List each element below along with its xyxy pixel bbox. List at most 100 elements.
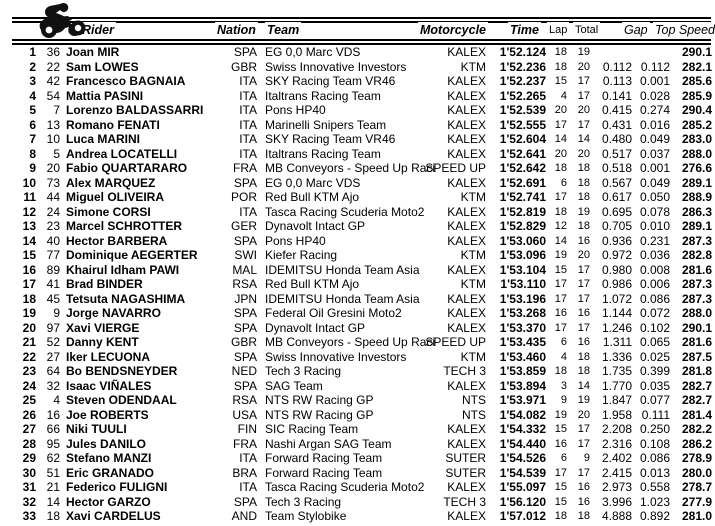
row-gap-to-leader: 4.888 — [601, 509, 632, 523]
row-position: 16 — [22, 262, 36, 277]
table-row[interactable]: 25 4 Steven ODENDAAL RSA NTS RW Racing GP NTS… — [0, 393, 715, 408]
table-row[interactable]: 22 27 Iker LECUONA SPA Swiss Innovative Inve… — [0, 350, 715, 365]
row-nation: JPN — [234, 291, 257, 306]
row-position: 2 — [29, 59, 36, 74]
table-row[interactable]: 31 21 Federico FULIGNI ITA Tasca Racing Scud… — [0, 480, 715, 495]
row-time: 1'53.196 — [499, 291, 546, 306]
row-lap: 17 — [554, 466, 567, 479]
table-row[interactable]: 7 10 Luca MARINI ITA SKY Racing Team VR46 KAL… — [0, 132, 715, 147]
table-row[interactable]: 24 32 Isaac VIÑALES SPA SAG Team KALEX 1'53.89… — [0, 379, 715, 394]
row-rider-name: Fabio QUARTARARO — [66, 161, 188, 175]
row-top-speed: 281.4 — [681, 407, 712, 422]
row-time: 1'53.268 — [499, 306, 546, 320]
row-position: 1 — [29, 45, 36, 59]
row-nation: NED — [231, 364, 257, 378]
row-top-speed: 278.7 — [681, 480, 712, 494]
table-row[interactable]: 5 7 Lorenzo BALDASSARRI ITA Pons HP40 KALEX 1'… — [0, 103, 715, 118]
row-rider-number: 14 — [46, 494, 60, 509]
table-row[interactable]: 10 73 Alex MARQUEZ SPA EG 0,0 Marc VDS KALEX 1… — [0, 176, 715, 191]
table-row[interactable]: 4 54 Mattia PASINI ITA Italtrans Racing Team… — [0, 89, 715, 104]
table-row[interactable]: 19 9 Jorge NAVARRO SPA Federal Oil Gresini M… — [0, 306, 715, 321]
table-row[interactable]: 18 45 Tetsuta NAGASHIMA JPN IDEMITSU Honda T… — [0, 292, 715, 307]
row-motorcycle: NTS — [462, 407, 486, 422]
row-motorcycle: KTM — [460, 59, 486, 74]
row-rider-number: 51 — [46, 465, 60, 480]
row-lap: 17 — [554, 278, 567, 290]
table-row[interactable]: 15 77 Dominique AEGERTER SWI Kiefer Racing KT… — [0, 248, 715, 263]
table-row[interactable]: 29 62 Stefano MANZI ITA Forward Racing Team S… — [0, 451, 715, 466]
row-motorcycle: SPEED UP — [425, 335, 486, 349]
row-total-laps: 19 — [577, 205, 590, 218]
row-rider-name: Xavi VIERGE — [66, 320, 140, 335]
table-row[interactable]: 28 95 Jules DANILO FRA Nashi Argan SAG Team K… — [0, 437, 715, 452]
table-row[interactable]: 11 44 Miguel OLIVEIRA POR Red Bull KTM Ajo KT… — [0, 190, 715, 205]
table-row[interactable]: 27 66 Niki TUULI FIN SIC Racing Team KALEX 1'5… — [0, 422, 715, 437]
table-row[interactable]: 33 18 Xavi CARDELUS AND Team Stylobike KALEX 1… — [0, 509, 715, 524]
row-lap: 15 — [554, 481, 567, 493]
table-row[interactable]: 1 36 Joan MIR SPA EG 0,0 Marc VDS KALEX 1'52.1… — [0, 45, 715, 60]
row-rider-name: Francesco BAGNAIA — [66, 74, 186, 88]
row-gap-to-leader: 1.735 — [601, 364, 632, 378]
row-total-laps: 16 — [577, 307, 590, 319]
table-row[interactable]: 23 64 Bo BENDSNEYDER NED Tech 3 Racing TECH 3… — [0, 364, 715, 379]
table-row[interactable]: 14 40 Hector BARBERA SPA Pons HP40 KALEX 1'53.… — [0, 234, 715, 249]
row-nation: ITA — [239, 480, 257, 494]
row-gap-to-leader: 1.246 — [601, 320, 632, 335]
table-row[interactable]: 9 20 Fabio QUARTARARO FRA MB Conveyors - Spe… — [0, 161, 715, 176]
row-position: 27 — [22, 422, 36, 436]
row-lap: 17 — [554, 292, 567, 305]
row-rider-number: 95 — [46, 436, 60, 451]
row-total-laps: 16 — [577, 234, 590, 247]
row-top-speed: 290.1 — [681, 320, 712, 335]
table-row[interactable]: 30 51 Eric GRANADO BRA Forward Racing Team SU… — [0, 466, 715, 481]
table-row[interactable]: 26 16 Joe ROBERTS USA NTS RW Racing GP NTS 1'5… — [0, 408, 715, 423]
row-team: Italtrans Racing Team — [265, 146, 381, 161]
row-position: 12 — [22, 204, 36, 219]
row-motorcycle: KALEX — [447, 262, 486, 277]
row-team: Swiss Innovative Investors — [265, 349, 407, 364]
row-motorcycle: KALEX — [447, 306, 486, 320]
table-row[interactable]: 2 22 Sam LOWES GBR Swiss Innovative Investor… — [0, 60, 715, 75]
row-gap-to-previous: 0.111 — [641, 407, 670, 422]
table-row[interactable]: 17 41 Brad BINDER RSA Red Bull KTM Ajo KTM 1'5… — [0, 277, 715, 292]
row-gap-to-previous: 0.008 — [639, 262, 670, 277]
row-total-laps: 17 — [577, 263, 590, 276]
row-motorcycle: NTS — [462, 393, 486, 407]
row-total-laps: 19 — [577, 394, 590, 406]
row-nation: ITA — [239, 88, 257, 103]
table-row[interactable]: 20 97 Xavi VIERGE SPA Dynavolt Intact GP KALE… — [0, 321, 715, 336]
table-row[interactable]: 12 24 Simone CORSI ITA Tasca Racing Scuderia… — [0, 205, 715, 220]
table-row[interactable]: 3 42 Francesco BAGNAIA ITA SKY Racing Team V… — [0, 74, 715, 89]
row-time: 1'53.110 — [500, 277, 546, 291]
row-nation: ITA — [239, 74, 257, 88]
results-table-body: 1 36 Joan MIR SPA EG 0,0 Marc VDS KALEX 1'52.1… — [0, 45, 715, 524]
row-gap-to-previous: 0.010 — [639, 219, 670, 233]
row-gap-to-leader: 0.617 — [601, 190, 632, 204]
row-motorcycle: KALEX — [447, 509, 486, 523]
row-lap: 14 — [554, 133, 567, 145]
table-row[interactable]: 6 13 Romano FENATI ITA Marinelli Snipers Tea… — [0, 118, 715, 133]
row-position: 24 — [22, 378, 36, 393]
row-total-laps: 9 — [583, 452, 590, 464]
row-lap: 18 — [554, 162, 567, 174]
row-lap: 9 — [560, 394, 567, 406]
row-rider-name: Luca MARINI — [66, 132, 141, 146]
table-row[interactable]: 8 5 Andrea LOCATELLI ITA Italtrans Racing Te… — [0, 147, 715, 162]
table-row[interactable]: 21 52 Danny KENT GBR MB Conveyors - Speed Up… — [0, 335, 715, 350]
row-nation: ITA — [239, 204, 257, 219]
row-rider-name: Andrea LOCATELLI — [66, 146, 178, 161]
row-lap: 15 — [554, 75, 567, 87]
row-team: SIC Racing Team — [265, 422, 359, 436]
row-gap-to-previous: 0.049 — [639, 132, 670, 146]
table-header: Rider Nation Team Motorcycle Time Lap To… — [0, 22, 715, 39]
table-row[interactable]: 13 23 Marcel SCHROTTER GER Dynavolt Intact G… — [0, 219, 715, 234]
row-nation: SPA — [233, 494, 257, 509]
row-rider-number: 32 — [46, 378, 60, 393]
table-row[interactable]: 32 14 Hector GARZO SPA Tech 3 Racing TECH 3 1'… — [0, 495, 715, 510]
row-position: 30 — [22, 465, 36, 480]
table-row[interactable]: 16 89 Khairul Idham PAWI MAL IDEMITSU Honda … — [0, 263, 715, 278]
row-team: MB Conveyors - Speed Up Raci — [265, 335, 436, 349]
row-team: Tech 3 Racing — [265, 494, 342, 509]
row-team: Forward Racing Team — [265, 465, 383, 480]
row-time: 1'52.555 — [499, 117, 546, 132]
